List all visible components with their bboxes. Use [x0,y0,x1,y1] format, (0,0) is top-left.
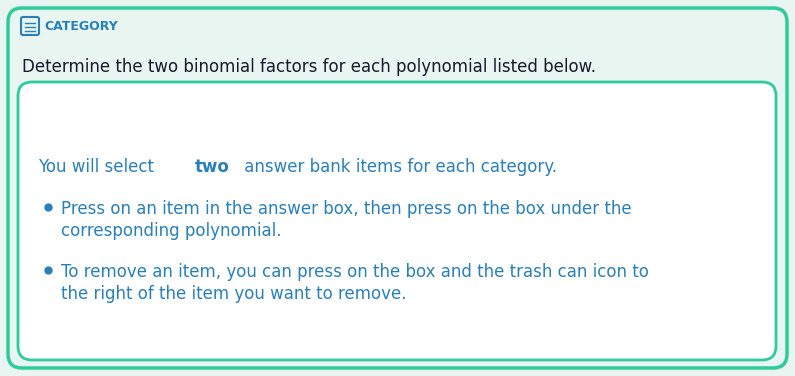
Text: corresponding polynomial.: corresponding polynomial. [61,222,281,240]
Text: two: two [195,158,229,176]
Text: You will select: You will select [38,158,159,176]
Text: To remove an item, you can press on the box and the trash can icon to: To remove an item, you can press on the … [61,263,649,281]
FancyBboxPatch shape [18,82,776,360]
Text: Press on an item in the answer box, then press on the box under the: Press on an item in the answer box, then… [61,200,631,218]
Text: Determine the two binomial factors for each polynomial listed below.: Determine the two binomial factors for e… [22,58,596,76]
FancyBboxPatch shape [8,8,787,368]
Text: the right of the item you want to remove.: the right of the item you want to remove… [61,285,406,303]
Text: CATEGORY: CATEGORY [44,20,118,32]
FancyBboxPatch shape [21,17,39,35]
Text: answer bank items for each category.: answer bank items for each category. [239,158,557,176]
